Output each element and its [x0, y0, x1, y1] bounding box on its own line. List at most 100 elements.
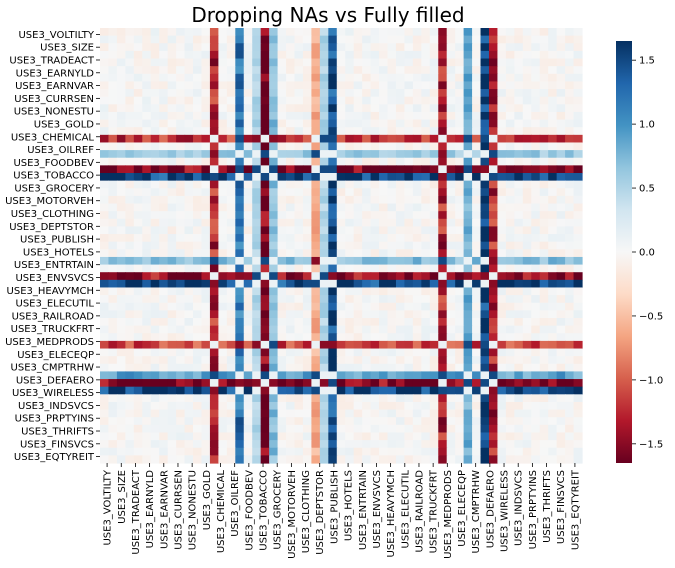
heatmap-cell [209, 218, 219, 228]
heatmap-cell [556, 302, 566, 311]
heatmap-cell [387, 386, 397, 395]
heatmap-cell [472, 447, 482, 456]
y-tick-label: USE3_PUBLISH [20, 235, 94, 246]
heatmap-cell [455, 165, 465, 174]
heatmap-cell [370, 195, 380, 205]
heatmap-cell [421, 180, 431, 189]
heatmap-cell [412, 424, 422, 434]
heatmap-cell [125, 379, 135, 388]
heatmap-cell [193, 386, 203, 395]
heatmap-cell [193, 43, 203, 52]
heatmap-cell [108, 104, 118, 113]
heatmap-cell [446, 96, 456, 105]
heatmap-cell [294, 73, 304, 83]
heatmap-cell [429, 272, 439, 281]
heatmap-cell [412, 272, 422, 281]
heatmap-cell [472, 50, 482, 60]
heatmap-cell [463, 111, 473, 121]
heatmap-cell [446, 340, 456, 350]
heatmap-cell [193, 302, 203, 311]
heatmap-cell [522, 272, 532, 281]
heatmap-cell [302, 455, 313, 464]
heatmap-cell [226, 73, 236, 83]
heatmap-cell [286, 35, 296, 44]
heatmap-cell [209, 234, 219, 243]
heatmap-cell [336, 264, 346, 273]
heatmap-cell [421, 28, 431, 37]
heatmap-cell [184, 211, 194, 220]
heatmap-cell [505, 432, 515, 441]
heatmap-cell [108, 455, 118, 464]
heatmap-cell [421, 356, 431, 365]
heatmap-cell [505, 279, 515, 289]
heatmap-cell [505, 111, 515, 121]
heatmap-cell [269, 104, 279, 113]
x-tick-label: USE3_OILREF [230, 470, 241, 537]
heatmap-cell [472, 432, 482, 441]
heatmap-cell [438, 89, 448, 98]
heatmap-cell [277, 386, 287, 395]
heatmap-cell [142, 188, 152, 197]
heatmap-cell [480, 318, 490, 327]
heatmap-cell [480, 81, 490, 90]
heatmap-cell [362, 264, 372, 273]
heatmap-cell [539, 211, 549, 220]
heatmap-cell [395, 279, 406, 289]
heatmap-cell [218, 81, 228, 90]
heatmap-cell [218, 394, 228, 403]
heatmap-cell [243, 195, 253, 205]
heatmap-cell [108, 348, 118, 357]
heatmap-cell [353, 173, 363, 182]
heatmap-cell [531, 256, 541, 266]
heatmap-cell [116, 356, 126, 365]
heatmap-cell [548, 66, 558, 75]
heatmap-cell [108, 203, 118, 212]
heatmap-cell [556, 348, 566, 357]
heatmap-cell [370, 180, 380, 189]
heatmap-cell [319, 440, 329, 449]
heatmap-cell [311, 211, 321, 220]
heatmap-cell [573, 455, 583, 464]
heatmap-cell [429, 195, 439, 205]
heatmap-cell [472, 440, 482, 449]
heatmap-cell [243, 371, 253, 380]
heatmap-cell [421, 66, 431, 75]
heatmap-cell [421, 401, 431, 411]
heatmap-cell [345, 127, 355, 136]
heatmap-cell [142, 371, 152, 380]
heatmap-cell [142, 165, 152, 174]
heatmap-cell [531, 348, 541, 357]
heatmap-cell [412, 203, 422, 212]
heatmap-cell [480, 455, 490, 464]
heatmap-cell [353, 66, 363, 75]
heatmap-cell [429, 279, 439, 289]
heatmap-cell [556, 447, 566, 456]
heatmap-cell [167, 173, 177, 182]
heatmap-cell [235, 35, 245, 44]
heatmap-cell [252, 440, 262, 449]
heatmap-cell [133, 165, 143, 174]
heatmap-cell [531, 35, 541, 44]
heatmap-cell [243, 226, 253, 235]
heatmap-cell [201, 287, 211, 296]
heatmap-cell [395, 318, 406, 327]
heatmap-cell [226, 447, 236, 456]
heatmap-cell [133, 195, 143, 205]
heatmap-cell [159, 310, 169, 319]
heatmap-cell [539, 256, 549, 266]
heatmap-cell [319, 447, 329, 456]
heatmap-cell [404, 234, 414, 243]
heatmap-cell [522, 127, 532, 136]
heatmap-cell [514, 180, 524, 189]
heatmap-cell [116, 66, 126, 75]
heatmap-cell [353, 447, 363, 456]
heatmap-cell [370, 356, 380, 365]
heatmap-cell [243, 234, 253, 243]
heatmap-cell [235, 371, 245, 380]
heatmap-cell [404, 279, 414, 289]
heatmap-cell [328, 432, 338, 441]
heatmap-cell [218, 379, 228, 388]
heatmap-cell [421, 310, 431, 319]
heatmap-cell [463, 234, 473, 243]
heatmap-cell [370, 318, 380, 327]
